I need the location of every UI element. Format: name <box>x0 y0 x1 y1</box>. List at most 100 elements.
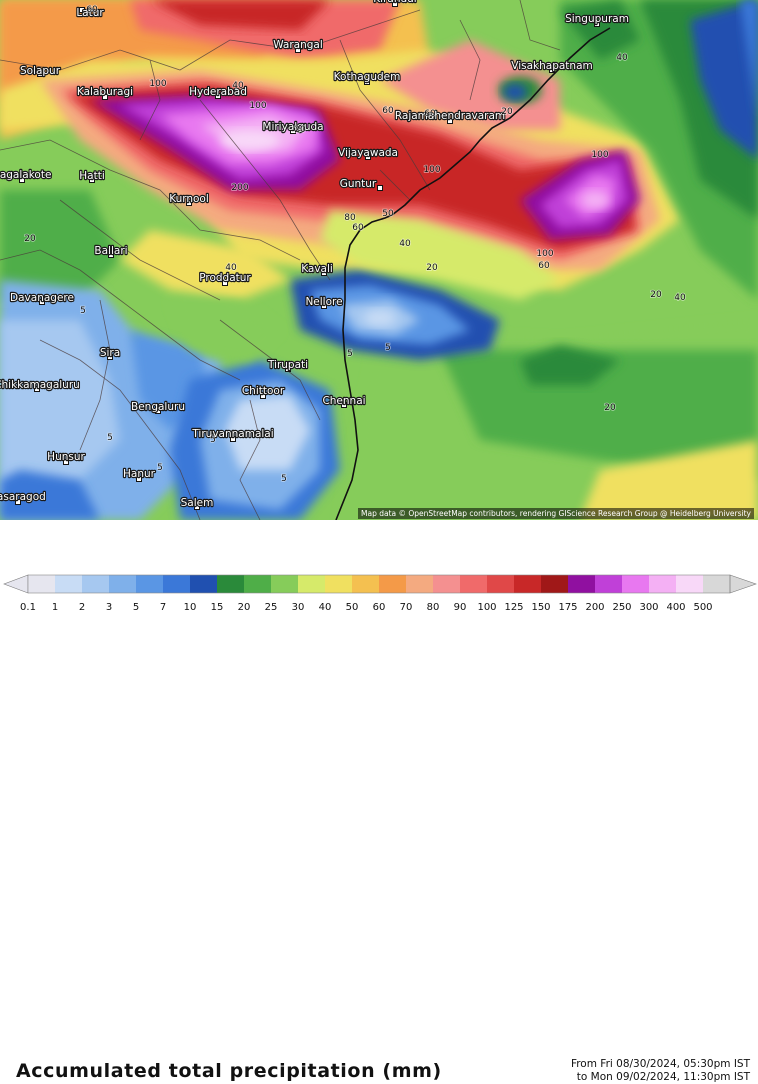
coastline <box>335 27 611 520</box>
city-label: Nellore <box>305 296 342 308</box>
date-range: From Fri 08/30/2024, 05:30pm IST to Mon … <box>571 1058 750 1084</box>
city-marker[interactable]: Kalaburagi <box>76 85 134 100</box>
legend-tick-label: 20 <box>238 602 251 613</box>
contour-label: 50 <box>382 209 394 219</box>
contour-label: 100 <box>423 165 440 175</box>
city-dot <box>222 280 228 286</box>
city-dot <box>321 303 327 309</box>
contour-labels: 6040201006020010060100100204080605040402… <box>24 4 687 484</box>
legend-swatch <box>703 575 731 593</box>
legend-swatch <box>595 575 623 593</box>
city-marker[interactable]: Nellore <box>304 295 344 309</box>
legend-swatch <box>460 575 488 593</box>
legend-tick-label: 7 <box>160 602 166 613</box>
city-label: Latur <box>76 7 104 19</box>
city-marker[interactable]: Chennai <box>321 394 367 408</box>
city-marker[interactable]: Proddatur <box>198 271 253 286</box>
legend-tick-label: 300 <box>639 602 658 613</box>
legend-swatch <box>136 575 164 593</box>
city-marker[interactable]: Hunsur <box>46 450 87 465</box>
legend-swatch <box>541 575 569 593</box>
city-label: Vijayawada <box>338 147 398 159</box>
contour-label: 5 <box>347 349 353 359</box>
city-dot <box>230 436 236 442</box>
city-marker[interactable]: Kasaragod <box>0 490 47 505</box>
color-legend: 0.1 1 2 3 5 7 10 15 20 25 30 40 50 60 70 80 90 100 125 150 1… <box>0 572 758 614</box>
city-marker[interactable]: Kurnool <box>168 192 210 206</box>
contour-label: 60 <box>538 261 550 271</box>
city-marker[interactable]: Bengaluru <box>130 400 186 414</box>
city-marker[interactable]: Chikkamagaluru <box>0 378 81 392</box>
city-label: Solapur <box>20 65 61 77</box>
map-attribution[interactable]: Map data © OpenStreetMap contributors, r… <box>358 508 754 519</box>
city-dot <box>15 499 21 505</box>
city-marker[interactable]: Solapur <box>19 64 62 78</box>
legend-swatch <box>244 575 272 593</box>
city-label: Proddatur <box>199 272 251 284</box>
boundaries <box>0 0 561 520</box>
city-marker[interactable]: Visakhapatnam <box>510 59 594 73</box>
city-label: Kothagudem <box>334 71 401 83</box>
city-marker[interactable]: Sira <box>99 346 122 360</box>
city-label: Kasaragod <box>0 491 46 503</box>
city-label: Miriyalguda <box>262 121 323 133</box>
city-marker[interactable]: Chittoor <box>241 384 286 399</box>
city-dot <box>549 67 555 73</box>
city-marker[interactable]: Warangal <box>272 38 324 53</box>
city-marker[interactable]: Ballari <box>93 244 129 258</box>
precipitation-map[interactable]: Latur Kirandul Singupuram Warangal Solapur Vi… <box>0 0 758 520</box>
city-marker[interactable]: Salem <box>179 496 214 510</box>
legend-swatch <box>217 575 245 593</box>
city-marker[interactable]: Kirandul <box>372 0 418 7</box>
city-marker[interactable]: Kothagudem <box>332 70 402 85</box>
city-label: Bagalakote <box>0 169 51 181</box>
city-dot <box>447 118 453 124</box>
city-marker[interactable]: Bagalakote <box>0 168 53 183</box>
city-dot <box>377 185 383 191</box>
contour-label: 40 <box>616 53 628 63</box>
city-marker[interactable]: Rajamahendravaram <box>394 109 506 124</box>
city-marker[interactable]: Hatti <box>78 169 106 183</box>
city-marker[interactable]: Guntur <box>339 177 383 191</box>
city-marker[interactable]: Singupuram <box>564 12 630 27</box>
city-label: Warangal <box>273 39 323 51</box>
contour-label: 5 <box>385 343 391 353</box>
city-dot <box>107 354 113 360</box>
legend-swatch <box>325 575 353 593</box>
city-marker[interactable]: Hanur <box>122 467 157 482</box>
contour-label: 40 <box>399 239 411 249</box>
legend-tick-label: 250 <box>612 602 631 613</box>
legend-tick-label: 15 <box>211 602 224 613</box>
city-marker[interactable]: Tirupati <box>266 358 310 372</box>
contour-label: 20 <box>426 263 438 273</box>
legend-tick-label: 10 <box>184 602 197 613</box>
city-marker[interactable]: Kavali <box>300 262 334 276</box>
contour-label: 20 <box>24 234 36 244</box>
legend-tick-label: 1 <box>52 602 58 613</box>
contour-label: 100 <box>149 79 166 89</box>
precip-field <box>0 0 758 520</box>
city-labels: Latur Kirandul Singupuram Warangal Solapur Vi… <box>0 0 630 510</box>
legend-tick-label: 40 <box>319 602 332 613</box>
city-label: Kurnool <box>169 193 209 205</box>
city-marker[interactable]: Miriyalguda <box>261 120 325 134</box>
legend-swatch <box>82 575 110 593</box>
city-marker[interactable]: Latur <box>75 6 105 20</box>
city-label: Bengaluru <box>131 401 185 413</box>
city-marker[interactable]: Tiruvannamalai <box>190 427 275 442</box>
city-marker[interactable]: Hyderabad <box>188 85 248 99</box>
legend-tick-label: 200 <box>585 602 604 613</box>
legend-tick-label: 100 <box>477 602 496 613</box>
legend-tick-label: 400 <box>666 602 685 613</box>
contour-label: 5 <box>210 435 216 445</box>
date-from: From Fri 08/30/2024, 05:30pm IST <box>570 1058 750 1070</box>
city-dot <box>136 476 142 482</box>
legend-swatch <box>271 575 299 593</box>
legend-swatch <box>622 575 650 593</box>
legend-tick-label: 70 <box>400 602 413 613</box>
legend-tick-label: 125 <box>504 602 523 613</box>
contour-label: 20 <box>650 290 662 300</box>
city-marker[interactable]: Vijayawada <box>337 146 399 160</box>
legend-border <box>27 574 731 594</box>
city-marker[interactable]: Davanagere <box>9 291 75 305</box>
